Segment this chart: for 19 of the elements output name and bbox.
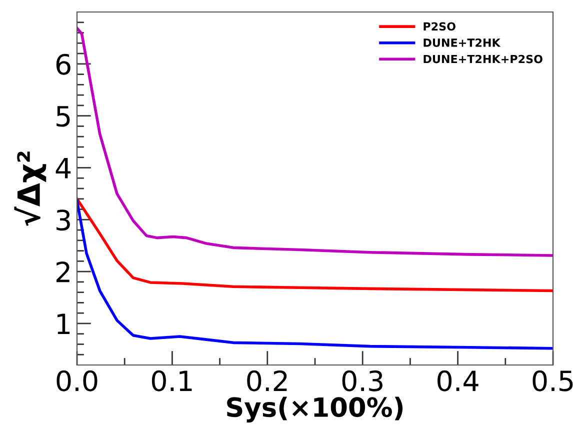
x-tick-label: 0.2 xyxy=(247,370,287,392)
y-tick-label: 3 xyxy=(56,210,70,231)
x-tick-label: 0.1 xyxy=(152,370,192,392)
x-tick-label: 0.0 xyxy=(56,370,98,392)
legend-label: DUNE+T2HK xyxy=(424,38,501,47)
y-tick-label: 5 xyxy=(56,106,70,127)
legend-label: DUNE+T2HK+P2SO xyxy=(424,54,542,64)
y-tick-label: 2 xyxy=(56,261,70,282)
y-tick-label: 6 xyxy=(56,54,70,75)
x-tick-label: 0.5 xyxy=(532,370,573,392)
x-axis-title: Sys(×100%) xyxy=(227,396,403,422)
x-tick-label: 0.4 xyxy=(438,370,478,392)
x-tick-label: 0.3 xyxy=(342,370,382,392)
line-series xyxy=(77,199,553,350)
line-series xyxy=(77,197,553,292)
y-tick-label: 4 xyxy=(56,158,71,178)
y-tick-label: 1 xyxy=(58,314,70,334)
y-axis-title: √Δχ² xyxy=(14,152,46,226)
legend-label: P2SO xyxy=(424,22,456,31)
